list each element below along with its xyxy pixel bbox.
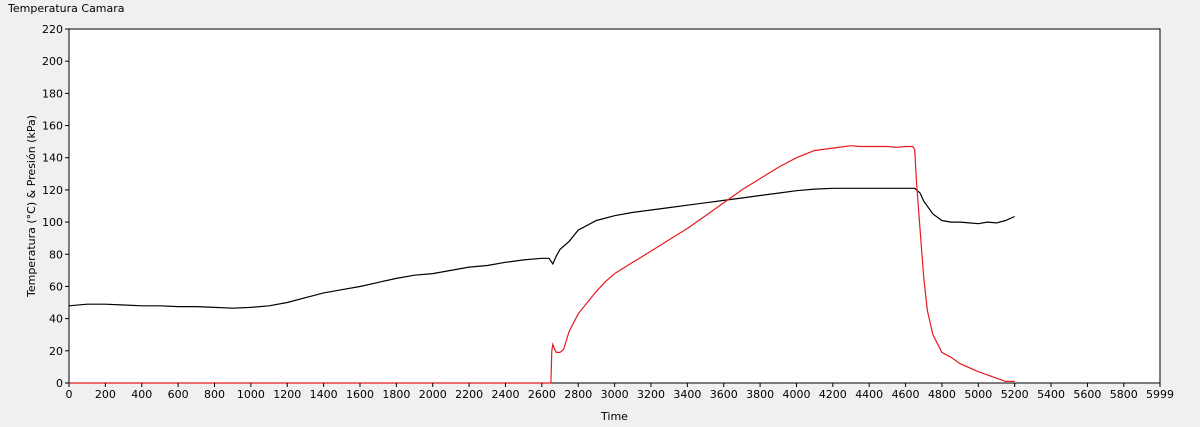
x-tick-label: 4800 bbox=[928, 388, 956, 401]
x-tick-label: 2000 bbox=[419, 388, 447, 401]
y-tick-label: 140 bbox=[42, 152, 63, 165]
x-tick-label: 3800 bbox=[746, 388, 774, 401]
axis-layer: 0 200 400 600 800 1000 1200 1400 1600 1800 2000 220… bbox=[25, 23, 1174, 423]
x-tick-label: 5800 bbox=[1110, 388, 1138, 401]
x-tick-label: 2600 bbox=[528, 388, 556, 401]
series-layer bbox=[68, 145, 1015, 384]
y-tick-label: 80 bbox=[49, 248, 63, 261]
series-line-1 bbox=[68, 187, 1015, 309]
x-tick-label: 1200 bbox=[273, 388, 301, 401]
x-tick-label: 2800 bbox=[564, 388, 592, 401]
x-tick-label: 5200 bbox=[1001, 388, 1029, 401]
x-tick-label: 5000 bbox=[964, 388, 992, 401]
x-tick-label: 200 bbox=[95, 388, 116, 401]
x-tick-label: 4600 bbox=[892, 388, 920, 401]
x-tick-label: 2400 bbox=[491, 388, 519, 401]
y-tick-label: 100 bbox=[42, 216, 63, 229]
x-tick-label: 2200 bbox=[455, 388, 483, 401]
y-tick-label: 0 bbox=[56, 377, 63, 390]
x-tick-label: 4400 bbox=[855, 388, 883, 401]
y-tick-label: 220 bbox=[42, 23, 63, 36]
x-tick-label: 5400 bbox=[1037, 388, 1065, 401]
x-tick-label: 1000 bbox=[237, 388, 265, 401]
x-tick-label: 1800 bbox=[382, 388, 410, 401]
x-tick-label: 3600 bbox=[710, 388, 738, 401]
y-tick-label: 40 bbox=[49, 313, 63, 326]
x-tick-label: 600 bbox=[168, 388, 189, 401]
x-tick-label: 5600 bbox=[1073, 388, 1101, 401]
x-tick-label: 3000 bbox=[601, 388, 629, 401]
x-tick-label: 800 bbox=[204, 388, 225, 401]
series-line-2 bbox=[69, 145, 1015, 384]
x-tick-label: 400 bbox=[131, 388, 152, 401]
x-tick-label: 3200 bbox=[637, 388, 665, 401]
x-tick-label: 0 bbox=[66, 388, 73, 401]
y-tick-label: 180 bbox=[42, 87, 63, 100]
x-tick-label: 4000 bbox=[782, 388, 810, 401]
y-tick-label: 20 bbox=[49, 345, 63, 358]
y-tick-label: 120 bbox=[42, 184, 63, 197]
x-tick-label: 1600 bbox=[346, 388, 374, 401]
chart-title: Temperatura Camara bbox=[8, 2, 125, 15]
y-tick-label: 200 bbox=[42, 55, 63, 68]
plot-area bbox=[68, 28, 1161, 384]
x-axis-title: Time bbox=[600, 410, 628, 423]
x-tick-label: 1400 bbox=[310, 388, 338, 401]
y-axis-title: Temperatura (°C) & Presión (kPa) bbox=[25, 115, 38, 298]
x-tick-label: 5999 bbox=[1146, 388, 1174, 401]
y-tick-label: 160 bbox=[42, 120, 63, 133]
x-tick-label: 4200 bbox=[819, 388, 847, 401]
x-tick-label: 3400 bbox=[673, 388, 701, 401]
y-tick-label: 60 bbox=[49, 280, 63, 293]
